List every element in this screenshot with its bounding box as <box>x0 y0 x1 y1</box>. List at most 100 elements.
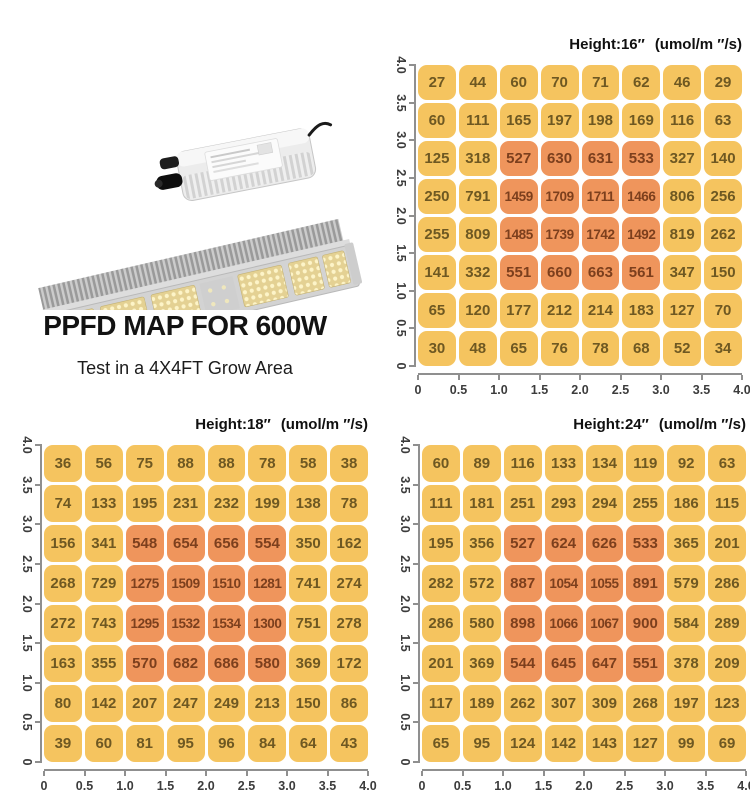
ppfd-cell: 201 <box>422 645 460 682</box>
ppfd-cell: 142 <box>84 685 123 722</box>
x-axis-tick <box>43 771 45 776</box>
x-axis-tick <box>164 771 167 776</box>
ppfd-cell: 213 <box>248 685 287 722</box>
y-axis-tick-label: 4.0 <box>398 436 412 454</box>
ppfd-cell: 1492 <box>622 217 661 252</box>
ppfd-cell: 584 <box>667 605 706 642</box>
y-axis-tick <box>35 721 42 724</box>
ppfd-cell: 631 <box>581 141 620 176</box>
ppfd-cell: 249 <box>207 685 246 722</box>
ppfd-cell: 355 <box>84 645 123 682</box>
ppfd-cell: 133 <box>544 445 583 482</box>
ppfd-cell: 729 <box>84 565 123 602</box>
x-axis-tick <box>664 771 666 776</box>
x-axis-tick-label: 3.5 <box>318 779 337 793</box>
y-axis-tick <box>413 761 420 763</box>
ppfd-cell: 580 <box>462 605 501 642</box>
x-axis-tick-label: 1.0 <box>494 779 512 793</box>
ppfd-cell: 172 <box>330 645 368 682</box>
ppfd-cell: 70 <box>704 293 742 328</box>
x-axis-tick-label: 0.5 <box>449 383 468 397</box>
ppfd-cell: 214 <box>581 293 620 328</box>
ppfd-cell: 60 <box>422 445 460 482</box>
y-axis-tick <box>413 523 420 526</box>
y-axis-tick-label: 2.0 <box>398 594 412 613</box>
y-axis-tick-label: 0 <box>20 758 34 766</box>
y-axis: 4.0 3.5 3.0 2.5 2.0 1.5 1.0 0.5 0 <box>390 56 418 369</box>
chart-unit-label: (umol/m ″/s) <box>280 416 368 433</box>
ppfd-cell: 150 <box>704 255 742 290</box>
ppfd-cell: 626 <box>585 525 624 562</box>
ppfd-cell: 58 <box>289 445 328 482</box>
ppfd-cell: 60 <box>84 725 123 762</box>
y-axis-tick <box>413 721 420 724</box>
x-axis: 0 0.5 1.0 1.5 2.0 2.5 3.0 3.5 4.0 <box>415 373 750 401</box>
y-axis-tick <box>413 483 420 486</box>
ppfd-cell: 163 <box>44 645 82 682</box>
ppfd-cell: 1275 <box>125 565 164 602</box>
y-axis-tick-label: 1.0 <box>398 674 412 692</box>
y-axis-tick <box>35 602 42 605</box>
x-axis-tick <box>583 771 585 776</box>
ppfd-cell: 378 <box>667 645 706 682</box>
y-axis-tick-label: 1.5 <box>398 634 412 652</box>
x-axis-tick-label: 2.0 <box>575 779 593 793</box>
ppfd-cell: 189 <box>462 685 501 722</box>
ppfd-cell: 78 <box>330 485 368 522</box>
ppfd-cell: 1054 <box>544 565 583 602</box>
ppfd-cell: 1510 <box>207 565 246 602</box>
x-axis-tick <box>124 771 126 776</box>
ppfd-cell: 247 <box>166 685 205 722</box>
ppfd-cell: 900 <box>626 605 665 642</box>
ppfd-cell: 60 <box>499 65 538 100</box>
ppfd-cell: 63 <box>704 103 742 138</box>
heatmap-grid: 60 89 116 133 134 119 92 63 111 181 251 293 294 255 18… <box>422 445 746 762</box>
ppfd-cell: 133 <box>84 485 123 522</box>
y-axis-tick <box>409 176 416 179</box>
ppfd-cell: 255 <box>418 217 456 252</box>
ppfd-cell: 570 <box>125 645 164 682</box>
y-axis-tick-label: 0 <box>398 758 412 766</box>
ppfd-cell: 81 <box>125 725 164 762</box>
ppfd-cell: 88 <box>166 445 205 482</box>
ppfd-cell: 743 <box>84 605 123 642</box>
chart-height-label: Height:24″ <box>573 416 649 433</box>
x-axis-tick-label: 1.5 <box>534 779 553 793</box>
x-axis-tick <box>542 771 545 776</box>
ppfd-cell: 1711 <box>581 179 620 214</box>
ppfd-cell: 48 <box>458 331 497 366</box>
ppfd-cell: 34 <box>704 331 742 366</box>
ppfd-cell: 1459 <box>499 179 538 214</box>
y-axis-tick <box>409 252 416 255</box>
y-axis-tick <box>35 483 42 486</box>
y-axis-tick-label: 3.5 <box>394 93 408 112</box>
ppfd-cell: 76 <box>540 331 579 366</box>
y-axis-tick-label: 3.5 <box>20 475 34 494</box>
ppfd-cell: 262 <box>503 685 542 722</box>
ppfd-cell: 62 <box>622 65 661 100</box>
y-axis-tick-label: 2.5 <box>398 555 412 573</box>
ppfd-cell: 806 <box>663 179 702 214</box>
x-axis-tick <box>367 771 369 776</box>
ppfd-cell: 80 <box>44 685 82 722</box>
ppfd-cell: 71 <box>581 65 620 100</box>
ppfd-cell: 1709 <box>540 179 579 214</box>
ppfd-cell: 150 <box>289 685 328 722</box>
page-subtitle: Test in a 4X4FT Grow Area <box>77 358 293 378</box>
y-axis-tick <box>413 681 420 684</box>
ppfd-cell: 119 <box>626 445 665 482</box>
ppfd-cell: 548 <box>125 525 164 562</box>
ppfd-cell: 111 <box>458 103 497 138</box>
ppfd-cell: 92 <box>667 445 706 482</box>
ppfd-cell: 645 <box>544 645 583 682</box>
ppfd-cell: 365 <box>667 525 706 562</box>
grow-light-product-image <box>0 92 388 364</box>
y-axis-tick-label: 1.0 <box>20 674 34 692</box>
ppfd-cell: 183 <box>622 293 661 328</box>
ppfd-cell: 309 <box>585 685 624 722</box>
x-axis-tick <box>245 771 248 776</box>
x-axis-tick-label: 2.0 <box>571 383 589 397</box>
ppfd-cell: 39 <box>44 725 82 762</box>
x-axis-tick <box>83 771 86 776</box>
ppfd-cell: 819 <box>663 217 702 252</box>
